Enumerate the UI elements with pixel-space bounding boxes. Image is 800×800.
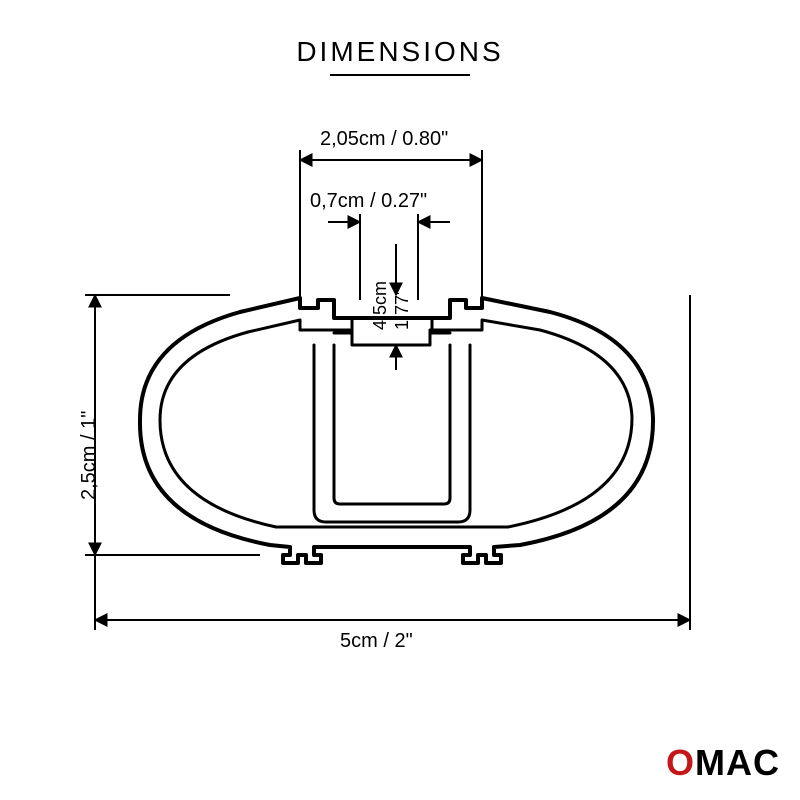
brand-logo-rest: MAC: [695, 742, 780, 783]
brand-logo-o: O: [666, 742, 695, 783]
dim-top-inner-label: 0,7cm / 0.27": [310, 190, 427, 213]
dim-depth-label-1: 4,5cm: [370, 281, 391, 330]
dimension-drawing: [0, 0, 800, 800]
brand-logo: OMAC: [666, 742, 780, 784]
dim-width-label: 5cm / 2": [340, 630, 413, 653]
dim-depth-label-2: 1.77": [392, 289, 413, 330]
profile-outline: [140, 298, 653, 563]
dim-top-outer-label: 2,05cm / 0.80": [320, 128, 448, 151]
dim-height-label: 2,5cm / 1": [78, 411, 101, 500]
dimension-lines: [85, 150, 690, 630]
